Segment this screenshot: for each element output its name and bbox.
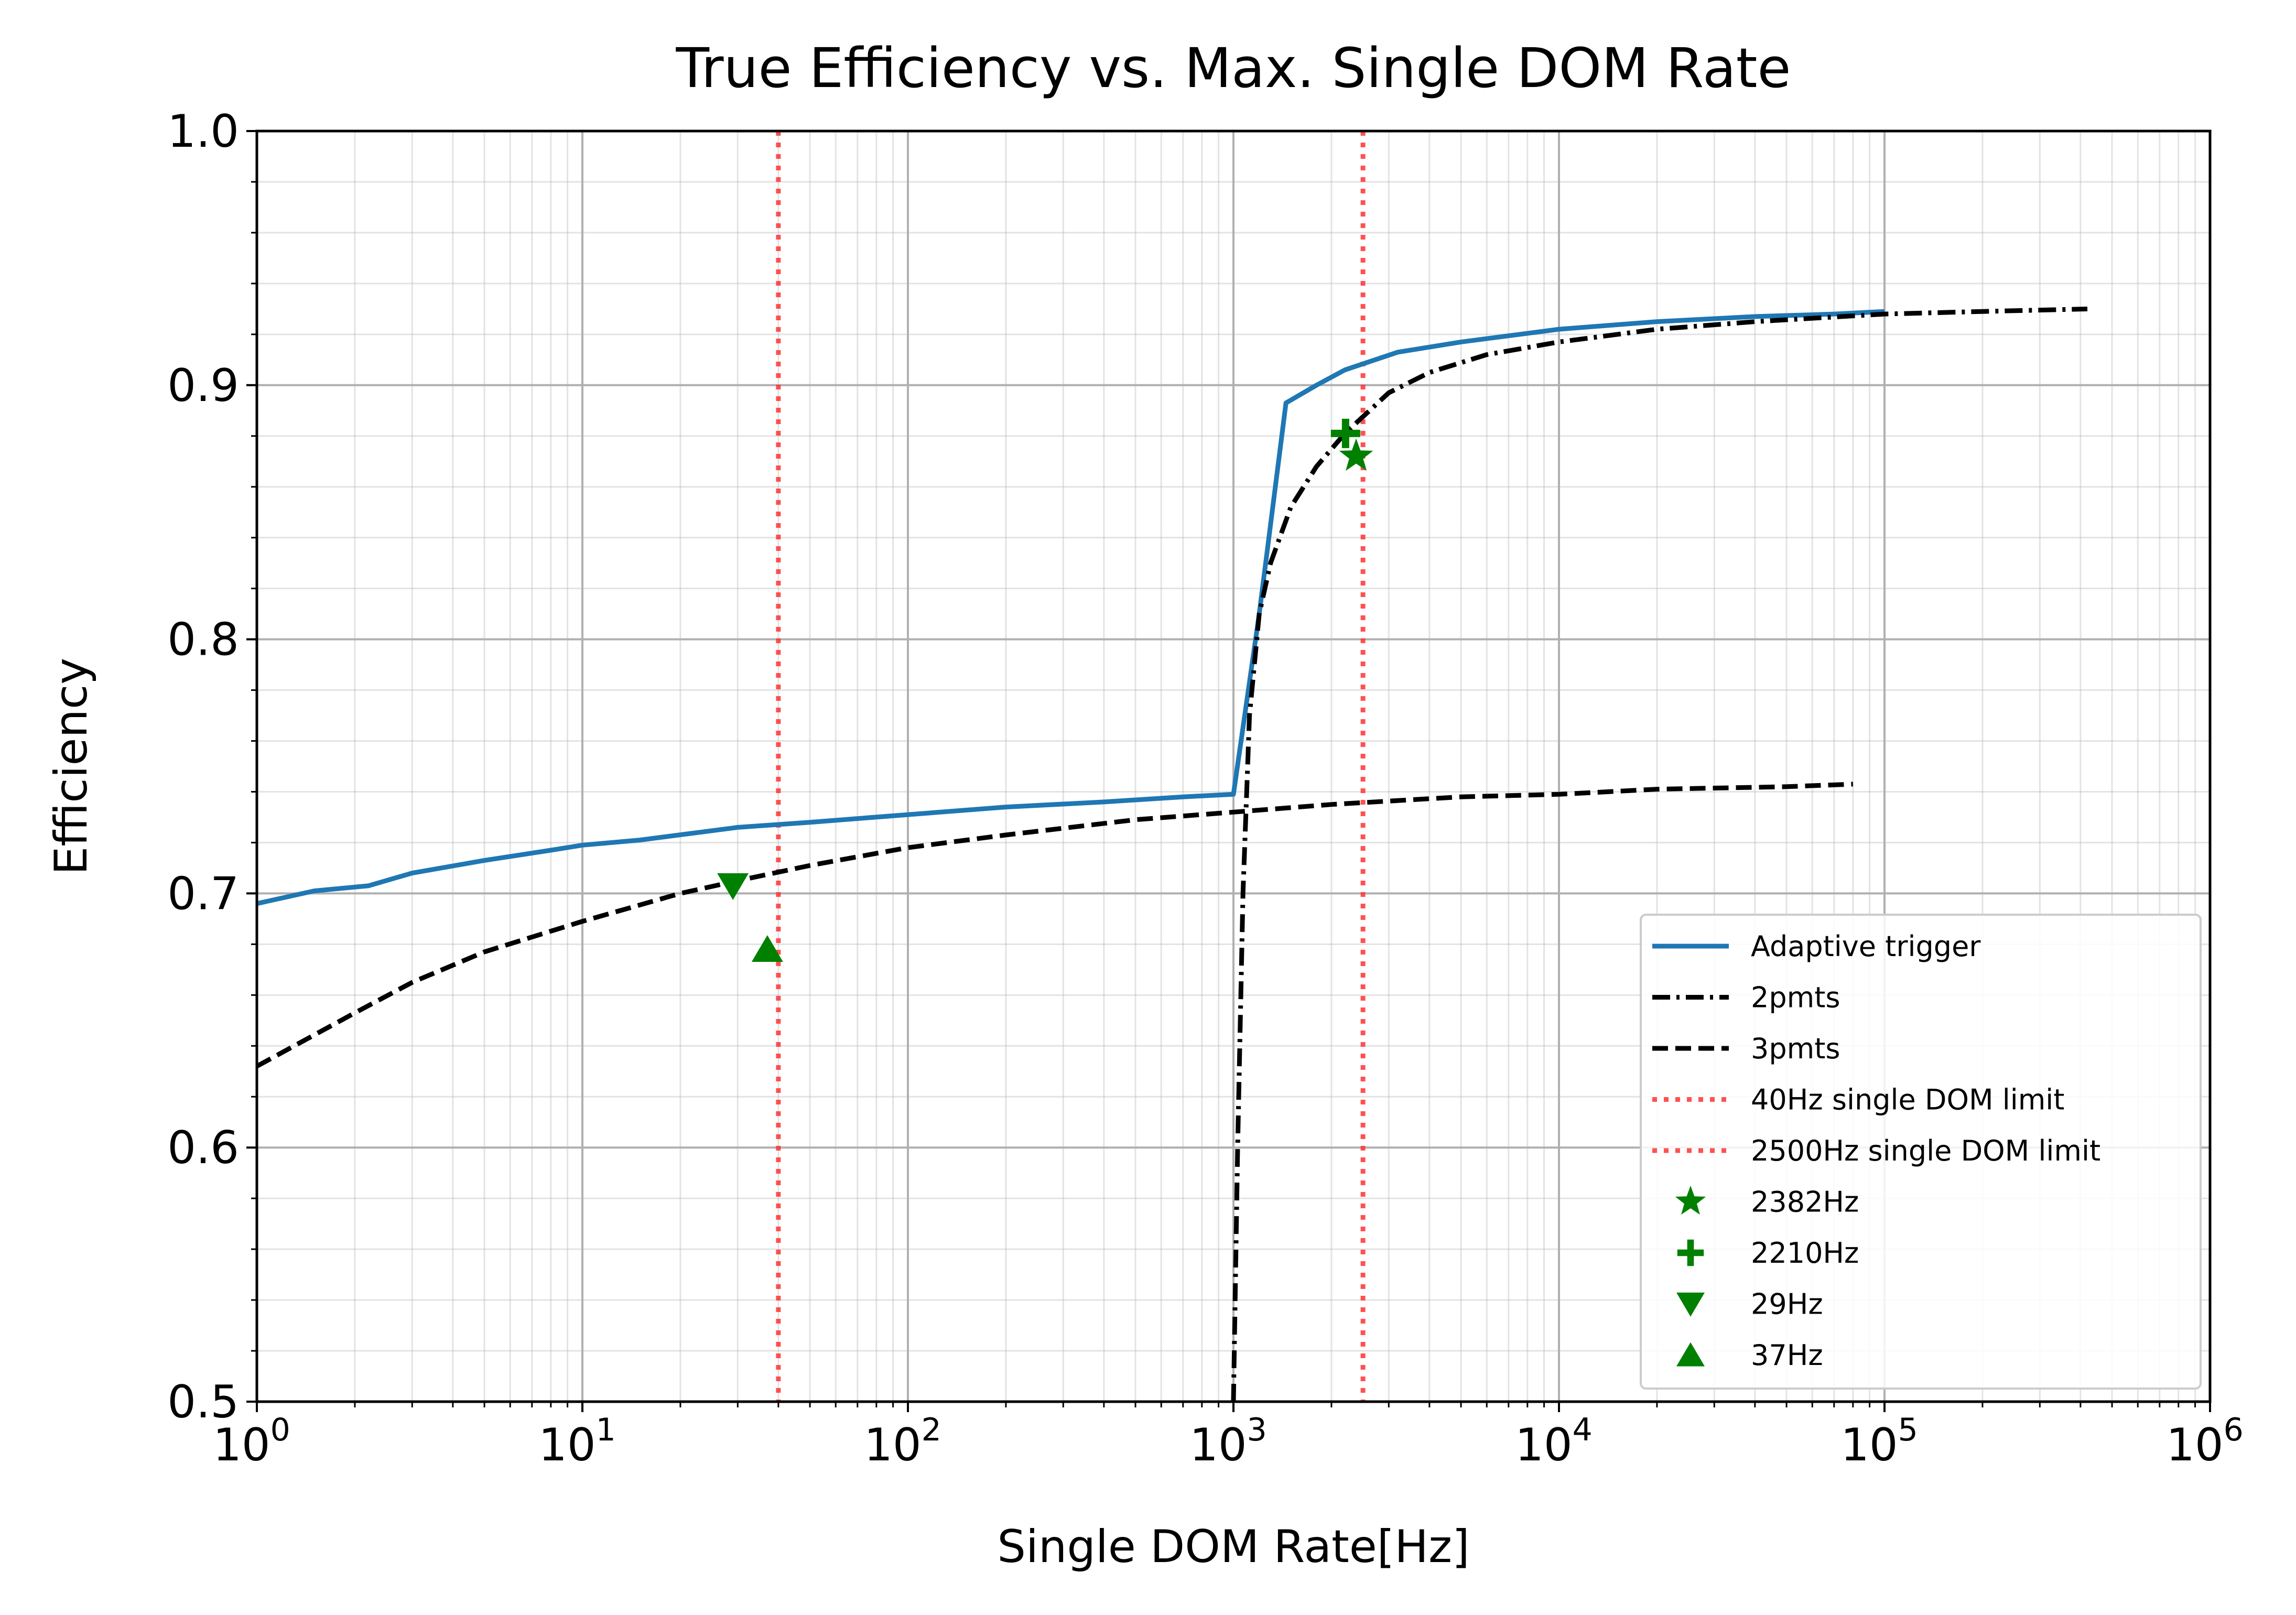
x-tick-labels: 100 101 102 103 104 105 106	[213, 1412, 2244, 1471]
legend-label: 29Hz	[1751, 1288, 1823, 1321]
legend-label: 2210Hz	[1751, 1237, 1859, 1270]
series-line-2pmts	[1231, 306, 2088, 1402]
legend-label: 37Hz	[1751, 1339, 1823, 1372]
legend-marker-37hz	[1676, 1342, 1705, 1367]
x-tick-label: 105	[1840, 1412, 1918, 1471]
x-tick-label: 106	[2166, 1412, 2244, 1471]
marker-2210hz	[1330, 418, 1360, 448]
x-tick-label: 103	[1189, 1412, 1267, 1471]
marker-layer	[717, 418, 1373, 962]
legend-marker-2210hz	[1677, 1239, 1704, 1266]
legend-label: 2pmts	[1751, 981, 1840, 1014]
x-tick-label: 102	[864, 1412, 941, 1471]
y-tick-label: 0.6	[167, 1122, 239, 1174]
chart-title: True Efficiency vs. Max. Single DOM Rate	[676, 36, 1791, 100]
legend-marker-29hz	[1676, 1292, 1705, 1317]
legend-label: 2382Hz	[1751, 1186, 1859, 1219]
legend: Adaptive trigger 2pmts 3pmts 40Hz single DO…	[1640, 914, 2202, 1390]
marker-29hz	[717, 873, 749, 900]
x-axis-label: Single DOM Rate[Hz]	[997, 1521, 1469, 1573]
series-line-3pmts	[255, 782, 1853, 1069]
marker-37hz	[751, 935, 783, 962]
marker-2382hz	[1339, 438, 1373, 471]
tick-layer	[246, 130, 2211, 1412]
legend-label: 3pmts	[1751, 1032, 1840, 1065]
series-layer	[255, 131, 2088, 1402]
legend-label: Adaptive trigger	[1751, 930, 1981, 963]
y-tick-label: 0.8	[167, 614, 239, 666]
x-tick-label: 104	[1515, 1412, 1593, 1471]
x-tick-label: 100	[213, 1412, 290, 1471]
legend-marker-2382hz	[1675, 1185, 1706, 1215]
y-tick-labels: 0.5 0.6 0.7 0.8 0.9 1.0	[167, 105, 239, 1428]
legend-label: 2500Hz single DOM limit	[1751, 1134, 2100, 1167]
legend-box	[1640, 914, 2202, 1390]
x-tick-label: 101	[538, 1412, 616, 1471]
y-tick-label: 1.0	[167, 105, 239, 158]
y-axis-label: Efficiency	[45, 658, 98, 875]
legend-label: 40Hz single DOM limit	[1751, 1083, 2064, 1117]
y-tick-label: 0.7	[167, 868, 239, 920]
series-line-adaptive-trigger	[256, 309, 1885, 906]
y-tick-label: 0.9	[167, 360, 239, 412]
y-tick-label: 0.5	[167, 1376, 239, 1428]
